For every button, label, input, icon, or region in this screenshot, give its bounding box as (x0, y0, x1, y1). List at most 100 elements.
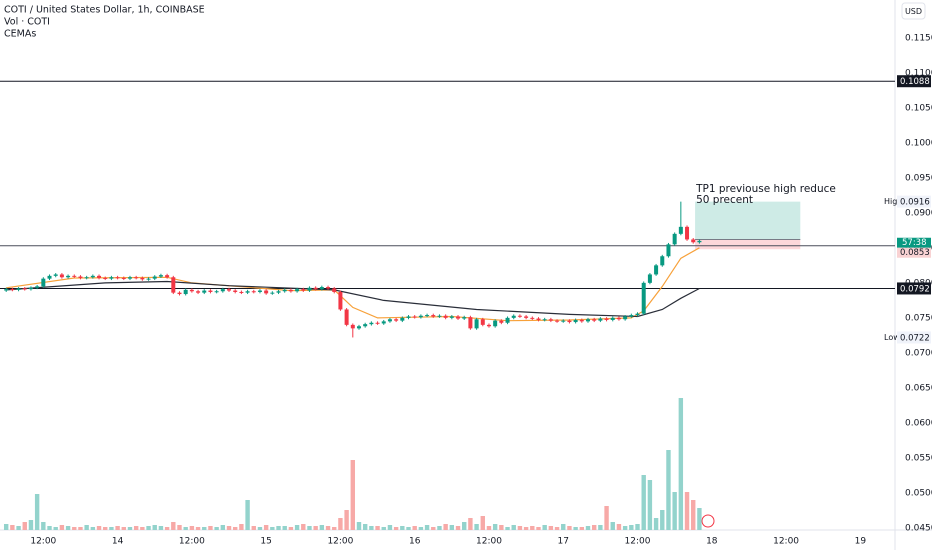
volume-bar (548, 526, 554, 530)
price-label: 0.1088 (900, 77, 930, 87)
candle-body (536, 318, 541, 320)
volume-bar (251, 526, 256, 530)
candle-body (257, 290, 262, 292)
volume-bar (133, 526, 139, 530)
y-tick-label: 0.1150 (905, 33, 932, 43)
candle-body (561, 320, 566, 322)
candle-body (28, 287, 33, 290)
candle-body (486, 324, 491, 327)
x-tick-label: 18 (706, 537, 718, 547)
candle-body (171, 277, 176, 293)
candle-body (140, 277, 145, 280)
volume-bar (530, 526, 535, 530)
volume-bar (653, 518, 659, 530)
low-label: Low (884, 333, 900, 342)
volume-bar (579, 527, 585, 530)
candle-body (78, 276, 83, 278)
volume-bar (431, 527, 436, 530)
volume-bar (356, 522, 362, 530)
volume-bar (400, 526, 405, 530)
volume-bar (542, 525, 547, 530)
candle-body (592, 319, 597, 321)
candle-body (239, 291, 244, 293)
candle-body (227, 289, 232, 291)
volume-bar (202, 527, 207, 530)
candle-body (158, 275, 163, 277)
volume-bar (189, 526, 195, 530)
candle-body (524, 316, 529, 318)
volume-bar (140, 527, 145, 530)
volume-bar (214, 527, 219, 530)
candle-body (629, 315, 634, 317)
candle-body (214, 291, 219, 293)
volume-bar (554, 527, 560, 530)
candle-body (109, 277, 114, 279)
candle-body (437, 315, 442, 317)
currency-button[interactable] (901, 2, 926, 20)
candle-body (493, 320, 498, 327)
candle-body (474, 319, 479, 329)
volume-bar (276, 526, 281, 530)
volume-bar (517, 526, 523, 530)
candle-body (610, 317, 615, 320)
volume-bar (313, 526, 318, 530)
candle-body (338, 291, 343, 310)
volume-bar (65, 526, 71, 530)
volume-bar (418, 527, 424, 530)
candle-body (251, 291, 256, 293)
volume-bar (103, 527, 108, 530)
ema-line (6, 280, 700, 318)
volume-bar (647, 480, 653, 530)
countdown-box (897, 237, 931, 248)
volume-bar (672, 492, 677, 530)
volume-bar (387, 525, 393, 530)
volume-bar (381, 527, 386, 530)
candle-body (72, 275, 77, 277)
volume-bar (90, 527, 96, 530)
x-tick-label: 12:00 (476, 537, 502, 547)
candle-body (59, 274, 64, 278)
volume-bar (16, 526, 21, 530)
volume-bar (270, 527, 275, 530)
candle-body (208, 290, 213, 292)
candle-body (462, 317, 467, 319)
currency-label: USD (905, 7, 922, 16)
candle-body (220, 289, 225, 292)
indicator-label: Vol · COTI (4, 17, 50, 28)
volume-bar (121, 527, 126, 530)
candle-body (313, 287, 318, 290)
candle-body (146, 278, 151, 280)
high-value: 0.0916 (900, 198, 930, 208)
volume-bar (697, 508, 702, 530)
candle-body (84, 277, 89, 279)
volume-bar (492, 524, 498, 530)
candle-body (307, 287, 312, 291)
volume-bar (338, 518, 343, 530)
candle-body (375, 322, 380, 324)
volume-bar (480, 516, 485, 530)
candle-body (406, 316, 411, 318)
candle-body (443, 315, 448, 318)
low-value: 0.0722 (900, 333, 930, 343)
candle-body (165, 275, 170, 278)
candle-body (196, 291, 201, 293)
volume-bar (666, 450, 671, 530)
volume-bar (362, 524, 368, 530)
candle-body (53, 274, 58, 276)
volume-bar (127, 527, 133, 530)
candle-body (35, 286, 40, 288)
candle-body (344, 309, 349, 325)
candle-body (115, 277, 120, 279)
volume-bar (344, 510, 349, 530)
volume-bar (239, 524, 244, 530)
candle-body (598, 318, 603, 321)
candle-body (604, 318, 609, 320)
volume-bar (462, 522, 467, 530)
chart-title: COTI / United States Dollar, 1h, COINBAS… (4, 5, 205, 16)
volume-bar (449, 525, 455, 530)
candle-body (654, 265, 659, 275)
event-icon[interactable] (701, 514, 715, 528)
volume-bar (629, 525, 634, 530)
